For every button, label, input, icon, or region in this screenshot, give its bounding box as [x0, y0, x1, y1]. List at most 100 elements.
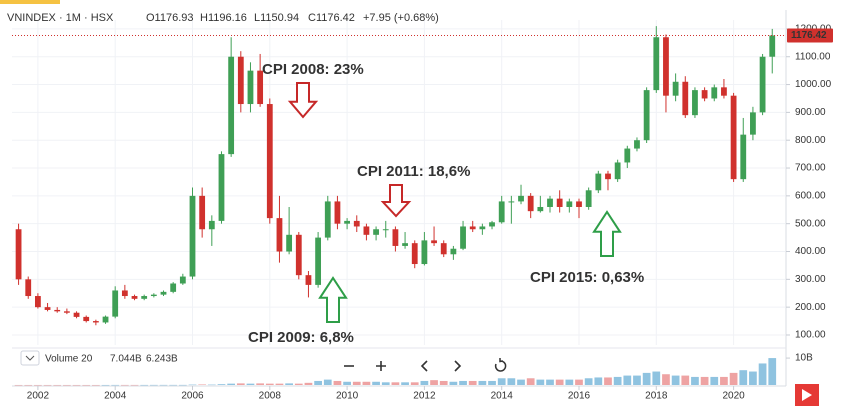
logo-button[interactable]	[795, 384, 819, 406]
top-strip	[0, 0, 60, 4]
y-tick-label: 1000.00	[795, 79, 832, 90]
x-tick-label: 2018	[645, 391, 668, 402]
volume-bar	[207, 384, 216, 386]
x-tick-label: 2004	[104, 391, 127, 402]
volume-bar	[507, 378, 516, 385]
candle-body	[479, 226, 486, 230]
volume-bar	[236, 383, 245, 385]
reset-icon	[494, 358, 507, 372]
candle-body	[63, 311, 70, 313]
volume-bar	[517, 379, 525, 385]
collapse-icon	[25, 355, 35, 361]
volume-bar	[594, 377, 603, 385]
last-price-tag	[787, 28, 833, 43]
x-tick-label: 2006	[181, 391, 204, 402]
candle-body	[547, 198, 553, 207]
x-tick-label: 2008	[259, 391, 282, 402]
volume-pane	[14, 358, 777, 386]
candle-body	[199, 195, 206, 230]
volume-bar	[294, 383, 303, 385]
scroll-right-button[interactable]	[447, 356, 467, 376]
y-tick-label: 400.00	[795, 246, 826, 257]
left-icon	[420, 360, 428, 372]
volume-bar	[546, 379, 554, 385]
volume-bar	[420, 380, 429, 385]
volume-bar	[430, 380, 438, 385]
volume-ma-value: 6.243B	[146, 354, 178, 365]
candle-body	[634, 140, 640, 149]
volume-bar	[285, 383, 293, 385]
candle-body	[672, 81, 679, 96]
reset-button[interactable]	[490, 356, 510, 376]
legend-open: O1176.93	[146, 12, 194, 24]
volume-bar	[34, 384, 42, 386]
candle-body	[537, 206, 544, 212]
candle-body	[402, 243, 408, 246]
candle-body	[701, 90, 708, 99]
volume-bar	[343, 381, 351, 385]
symbol: VNINDEX · 1M · HSX	[7, 12, 114, 24]
volume-bar	[188, 384, 197, 386]
candle-body	[740, 134, 747, 180]
volume-bar	[662, 374, 670, 385]
volume-bar	[92, 384, 100, 386]
volume-bar	[700, 376, 709, 385]
annotation-text: CPI 2009: 6,8%	[248, 329, 354, 346]
candle-body	[324, 201, 331, 238]
toolbar	[339, 356, 510, 376]
zoom-in-button[interactable]	[371, 356, 391, 376]
volume-bar	[449, 381, 458, 385]
candle-body	[421, 240, 428, 265]
volume-bar	[749, 371, 757, 385]
candle-body	[353, 220, 360, 227]
volume-bar	[710, 376, 719, 385]
volume-bar	[681, 375, 690, 385]
volume-bar	[120, 384, 129, 386]
candle-body	[585, 190, 592, 207]
candle-body	[576, 201, 582, 207]
volume-bar	[111, 384, 120, 386]
candle-body	[54, 309, 61, 312]
candle-body	[392, 229, 399, 246]
zoom-out-button[interactable]	[339, 356, 359, 376]
volume-bar	[333, 380, 342, 385]
candle-body	[711, 87, 718, 99]
volume-bar	[468, 380, 477, 385]
volume-bar	[217, 384, 226, 385]
x-tick-label: 2016	[568, 391, 591, 402]
x-tick-label: 2020	[722, 391, 745, 402]
volume-bar	[555, 379, 564, 385]
volume-bar	[53, 384, 62, 386]
candle-body	[643, 90, 650, 141]
candle-body	[344, 220, 350, 224]
annotation-arrow	[592, 210, 622, 257]
last-price-label: 1176.42	[791, 30, 827, 41]
legend-change: +7.95 (+0.68%)	[363, 12, 439, 24]
volume-bar	[575, 379, 583, 385]
candle-body	[614, 162, 621, 180]
volume-bar	[768, 358, 777, 385]
candle-body	[431, 240, 437, 244]
annotations: CPI 2008: 23% CPI 2011: 18,6% CPI 2009: 6,…	[248, 61, 644, 346]
volume-value: 7.044B	[110, 354, 142, 365]
y-tick-label: 600.00	[795, 190, 826, 201]
volume-bar	[362, 381, 371, 385]
button-bg	[447, 356, 467, 376]
volume-bar	[159, 384, 168, 386]
candle-body	[624, 148, 631, 163]
x-tick-label: 2002	[27, 391, 50, 402]
volume-bar	[623, 375, 632, 385]
collapse-button[interactable]	[20, 350, 40, 366]
volume-bar	[401, 382, 409, 385]
candle-body	[566, 201, 573, 207]
scroll-left-button[interactable]	[415, 356, 435, 376]
candle-body	[527, 195, 534, 212]
y-tick-label: 500.00	[795, 218, 826, 229]
candle-body	[295, 234, 302, 276]
volume-bar	[633, 375, 641, 385]
y-tick-label: 100.00	[795, 330, 826, 341]
x-tick-label: 2014	[491, 391, 514, 402]
annotation-arrow	[380, 184, 412, 218]
y-tick-label: 200.00	[795, 302, 826, 313]
candle-body	[266, 104, 273, 219]
